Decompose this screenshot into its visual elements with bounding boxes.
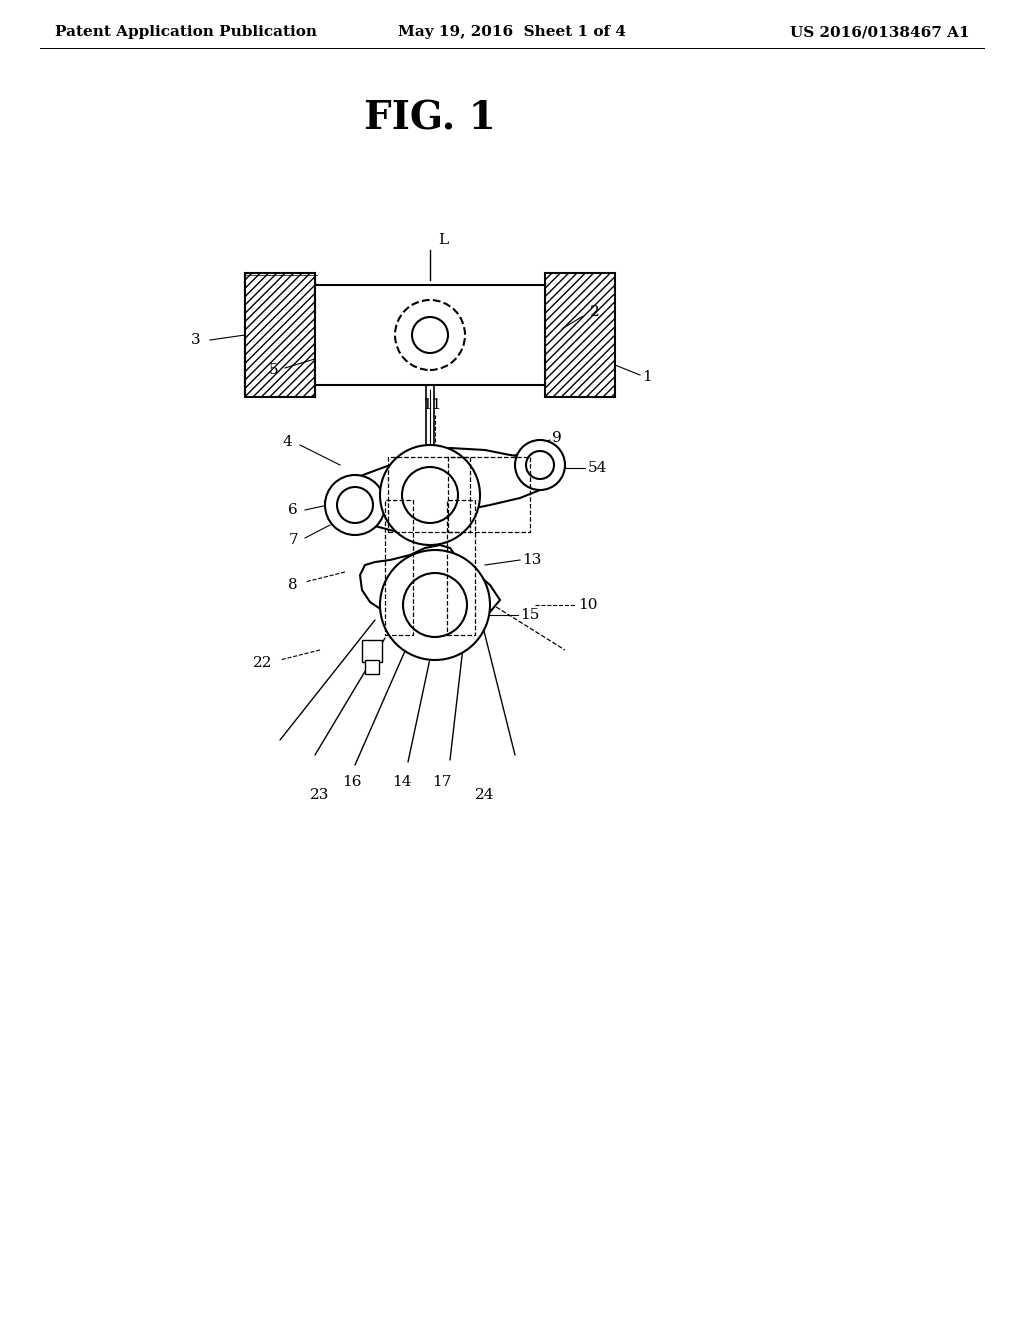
Text: 5: 5 (268, 363, 278, 378)
Text: 24: 24 (475, 788, 495, 803)
Text: 7: 7 (289, 533, 298, 546)
Text: 16: 16 (342, 775, 361, 789)
Bar (388, 457, 470, 532)
Text: 9: 9 (552, 432, 562, 445)
Bar (449, 457, 530, 532)
Circle shape (403, 573, 467, 638)
Circle shape (337, 487, 373, 523)
Circle shape (325, 475, 385, 535)
Circle shape (412, 317, 449, 352)
Text: 23: 23 (310, 788, 330, 803)
Bar (545, 273, 615, 397)
Text: 8: 8 (289, 578, 298, 591)
Text: 6: 6 (288, 503, 298, 517)
Bar (365, 660, 379, 675)
Text: 3: 3 (190, 333, 200, 347)
Text: 4: 4 (283, 436, 292, 449)
Text: L: L (438, 234, 449, 247)
Bar (362, 640, 382, 663)
Bar (447, 500, 475, 635)
Text: 14: 14 (392, 775, 412, 789)
Text: 1: 1 (642, 370, 651, 384)
Text: Patent Application Publication: Patent Application Publication (55, 25, 317, 40)
Circle shape (515, 440, 565, 490)
Text: 17: 17 (432, 775, 452, 789)
Text: FIG. 1: FIG. 1 (365, 100, 496, 139)
Bar (245, 273, 315, 397)
Text: US 2016/0138467 A1: US 2016/0138467 A1 (791, 25, 970, 40)
Circle shape (380, 550, 490, 660)
Polygon shape (325, 447, 565, 535)
Text: 15: 15 (520, 609, 540, 622)
Text: 10: 10 (578, 598, 597, 612)
Bar (245, 275, 315, 395)
Text: 54: 54 (588, 461, 607, 475)
Text: May 19, 2016  Sheet 1 of 4: May 19, 2016 Sheet 1 of 4 (398, 25, 626, 40)
Circle shape (526, 451, 554, 479)
Bar (385, 500, 413, 635)
Text: 2: 2 (590, 305, 600, 319)
Bar (315, 285, 545, 385)
Text: 13: 13 (522, 553, 542, 568)
Text: 11: 11 (422, 399, 441, 412)
Circle shape (395, 300, 465, 370)
Circle shape (402, 467, 458, 523)
Polygon shape (360, 545, 500, 632)
Text: 22: 22 (253, 656, 272, 671)
Circle shape (380, 445, 480, 545)
